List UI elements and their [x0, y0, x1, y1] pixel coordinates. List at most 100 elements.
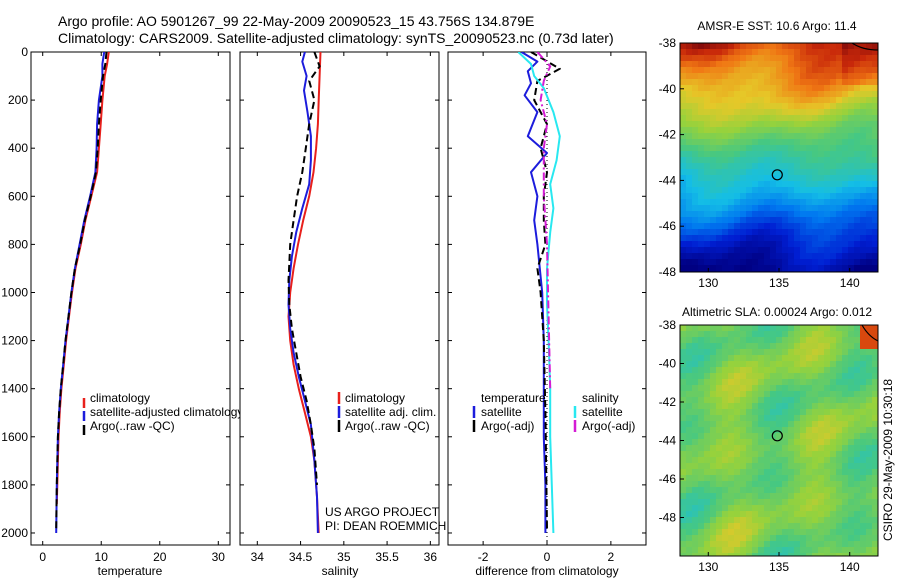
- map-cell: [710, 541, 717, 548]
- map-cell: [782, 403, 789, 410]
- map-cell: [812, 397, 819, 404]
- map-cell: [698, 67, 705, 74]
- map-cell: [752, 253, 759, 260]
- map-cell: [788, 103, 795, 110]
- map-cell: [782, 247, 789, 254]
- map-cell: [800, 325, 807, 332]
- map-cell: [704, 469, 711, 476]
- map-cell: [812, 355, 819, 362]
- map-cell: [704, 91, 711, 98]
- map-xtick-label: 135: [769, 276, 789, 290]
- map-cell: [782, 127, 789, 134]
- map-cell: [800, 43, 807, 50]
- map-cell: [686, 385, 693, 392]
- map-cell: [752, 397, 759, 404]
- map-cell: [704, 535, 711, 542]
- map-cell: [698, 265, 705, 272]
- map-cell: [854, 487, 861, 494]
- map-cell: [836, 229, 843, 236]
- map-cell: [782, 349, 789, 356]
- map-cell: [818, 205, 825, 212]
- map-cell: [770, 337, 777, 344]
- map-cell: [770, 553, 777, 556]
- map-cell: [866, 211, 873, 218]
- map-cell: [716, 355, 723, 362]
- map-cell: [818, 451, 825, 458]
- map-cell: [842, 529, 849, 536]
- map-cell: [818, 175, 825, 182]
- map-cell: [800, 457, 807, 464]
- map-cell: [764, 157, 771, 164]
- map-cell: [872, 385, 878, 392]
- map-cell: [758, 523, 765, 530]
- xtick-label: 35.5: [375, 550, 399, 564]
- map-cell: [710, 55, 717, 62]
- map-cell: [698, 511, 705, 518]
- map-cell: [764, 445, 771, 452]
- map-cell: [782, 505, 789, 512]
- map-cell: [854, 205, 861, 212]
- map-cell: [800, 367, 807, 374]
- map-cell: [872, 361, 878, 368]
- map-cell: [710, 391, 717, 398]
- map-cell: [776, 103, 783, 110]
- map-cell: [728, 439, 735, 446]
- map-cell: [806, 67, 813, 74]
- map-cell: [680, 517, 687, 524]
- sst-map-image: [680, 43, 878, 272]
- map-cell: [746, 463, 753, 470]
- map-cell: [872, 55, 878, 62]
- map-cell: [746, 397, 753, 404]
- map-cell: [776, 547, 783, 554]
- map-cell: [776, 163, 783, 170]
- map-cell: [728, 457, 735, 464]
- map-cell: [788, 223, 795, 230]
- map-cell: [716, 499, 723, 506]
- map-cell: [704, 145, 711, 152]
- map-cell: [776, 49, 783, 56]
- map-cell: [842, 397, 849, 404]
- map-cell: [710, 331, 717, 338]
- map-cell: [734, 457, 741, 464]
- map-cell: [710, 133, 717, 140]
- map-xtick-label: 140: [840, 560, 860, 574]
- map-cell: [788, 253, 795, 260]
- map-cell: [800, 61, 807, 68]
- map-cell: [848, 325, 855, 332]
- map-cell: [836, 55, 843, 62]
- map-cell: [698, 451, 705, 458]
- map-cell: [806, 205, 813, 212]
- map-cell: [842, 235, 849, 242]
- map-cell: [734, 445, 741, 452]
- map-cell: [686, 499, 693, 506]
- map-cell: [842, 67, 849, 74]
- map-cell: [770, 517, 777, 524]
- map-cell: [788, 259, 795, 266]
- map-cell: [704, 511, 711, 518]
- map-cell: [770, 391, 777, 398]
- map-cell: [710, 439, 717, 446]
- map-cell: [866, 547, 873, 554]
- map-cell: [776, 391, 783, 398]
- ytick-label: 200: [8, 93, 28, 107]
- map-cell: [704, 331, 711, 338]
- map-cell: [680, 247, 687, 254]
- map-cell: [746, 457, 753, 464]
- map-cell: [704, 55, 711, 62]
- map-cell: [794, 199, 801, 206]
- map-cell: [710, 463, 717, 470]
- map-cell: [812, 337, 819, 344]
- map-cell: [812, 325, 819, 332]
- map-cell: [746, 61, 753, 68]
- map-cell: [812, 265, 819, 272]
- map-cell: [824, 187, 831, 194]
- map-cell: [782, 109, 789, 116]
- map-cell: [686, 199, 693, 206]
- map-cell: [740, 391, 747, 398]
- map-cell: [776, 349, 783, 356]
- map-cell: [812, 349, 819, 356]
- map-cell: [704, 475, 711, 482]
- map-cell: [758, 259, 765, 266]
- map-cell: [800, 193, 807, 200]
- map-cell: [716, 229, 723, 236]
